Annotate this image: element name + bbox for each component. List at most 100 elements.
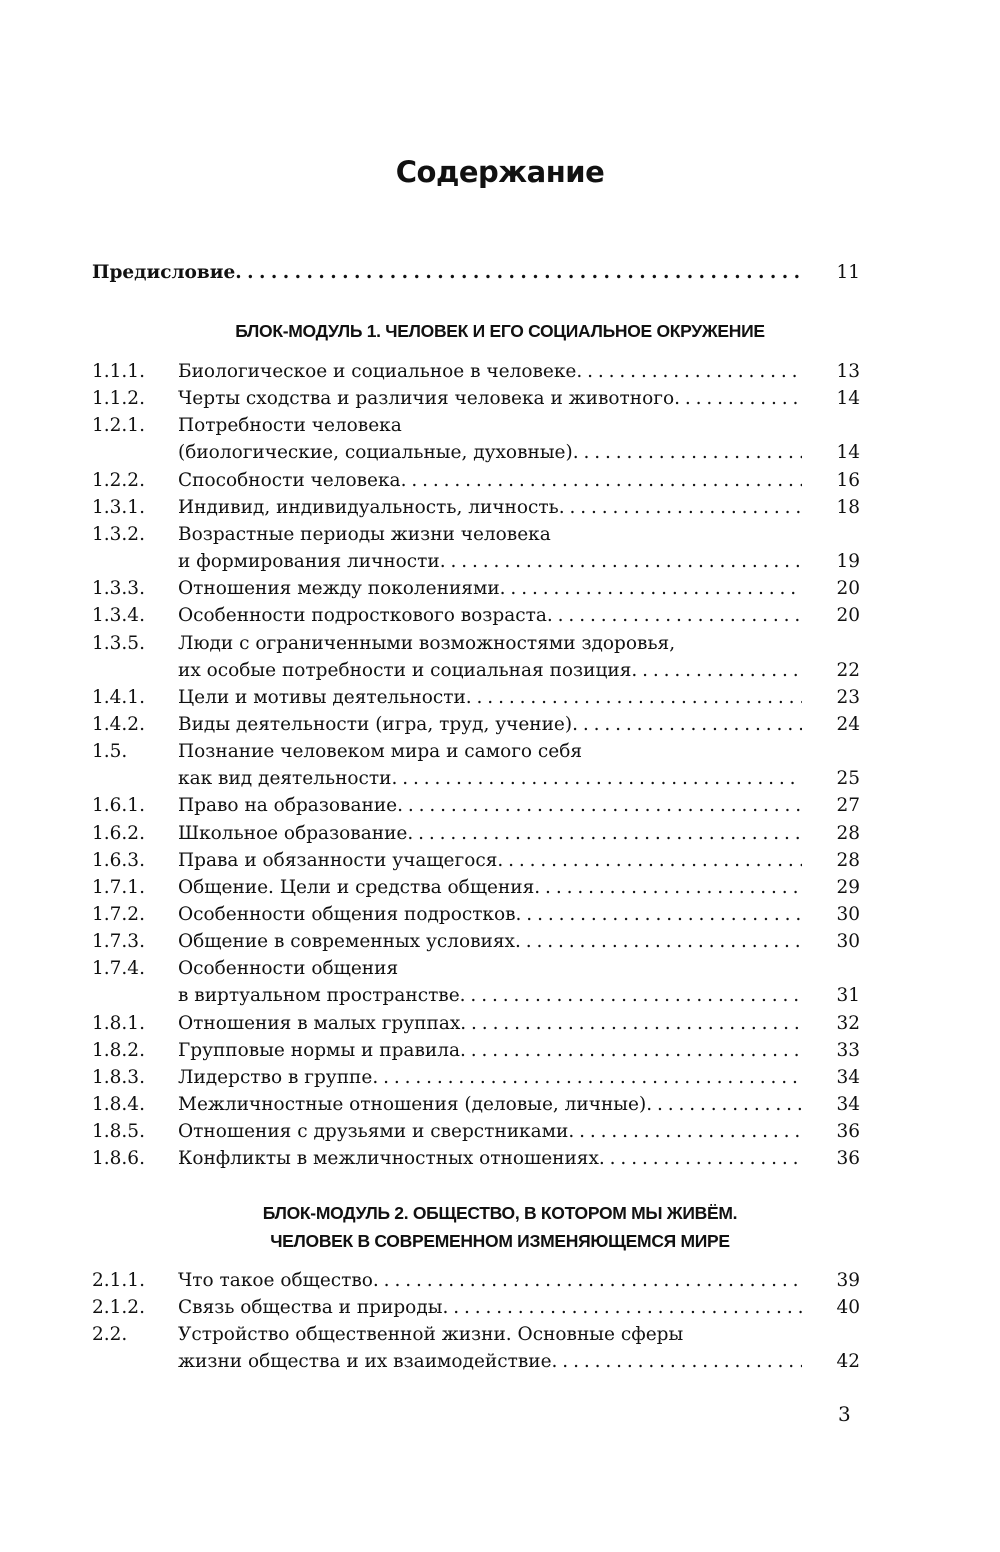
toc-entry[interactable]: 1.4.2. Виды деятельности (игра, труд, уче… (92, 711, 860, 738)
entry-page: 22 (836, 659, 860, 681)
page-title: Содержание (395, 155, 605, 189)
toc-entry[interactable]: (биологические, социальные, духовные) 14 (92, 439, 860, 466)
toc-entry[interactable]: 1.4.1. Цели и мотивы деятельности 23 (92, 684, 860, 711)
dot-leader (559, 494, 802, 521)
toc-entry[interactable]: и формирования личности 19 (92, 548, 860, 575)
toc-entry[interactable]: 1.6.3. Права и обязанности учащегося 28 (92, 847, 860, 874)
entry-title: Черты сходства и различия человека и жив… (178, 388, 675, 410)
toc-entry[interactable]: 1.3.3. Отношения между поколениями 20 (92, 575, 860, 602)
toc-entry[interactable]: 2.1.2. Связь общества и природы 40 (92, 1294, 860, 1321)
toc-entry[interactable]: 1.5. Познание человеком мира и самого себ… (92, 738, 860, 765)
entry-page: 19 (836, 551, 860, 573)
entry-page: 16 (836, 469, 860, 491)
toc-entry[interactable]: 2.1.1. Что такое общество 39 (92, 1267, 860, 1294)
entry-number: 1.3.4. (92, 605, 145, 627)
entry-title: Люди с ограниченными возможностями здоро… (178, 632, 676, 654)
dot-leader (440, 548, 802, 575)
block-heading-line: БЛОК-МОДУЛЬ 1. ЧЕЛОВЕК И ЕГО СОЦИАЛЬНОЕ … (235, 321, 765, 341)
entry-page: 34 (836, 1094, 860, 1116)
entry-number (92, 657, 178, 684)
dot-leader (534, 874, 802, 901)
dot-leader (573, 439, 802, 466)
block-heading-line: БЛОК-МОДУЛЬ 2. ОБЩЕСТВО, В КОТОРОМ МЫ ЖИ… (262, 1203, 738, 1223)
entry-number: 1.8.3. (92, 1066, 145, 1088)
toc-entry[interactable]: 1.2.2. Способности человека 16 (92, 467, 860, 494)
entry-number: 1.7.1. (92, 876, 145, 898)
entry-number: 1.8.5. (92, 1121, 145, 1143)
entry-title: Лидерство в группе (178, 1066, 373, 1088)
toc-entry[interactable]: 1.1.2. Черты сходства и различия человека… (92, 385, 860, 412)
toc-entry[interactable]: 1.8.4. Межличностные отношения (деловые, … (92, 1091, 860, 1118)
toc-entry[interactable]: в виртуальном пространстве 31 (92, 982, 860, 1009)
entry-page: 18 (836, 496, 860, 518)
entry-page: 34 (836, 1066, 860, 1088)
toc-entry[interactable]: 1.3.2. Возрастные периоды жизни человека (92, 521, 860, 548)
entry-page: 36 (836, 1121, 860, 1143)
entry-title: Общение. Цели и средства общения (178, 876, 535, 898)
entry-page (830, 1321, 860, 1348)
entry-page: 32 (836, 1012, 860, 1034)
dot-leader (576, 358, 802, 385)
toc-entry[interactable]: 1.8.6. Конфликты в межличностных отношени… (92, 1145, 860, 1172)
toc-entry[interactable]: 1.2.1. Потребности человека (92, 412, 860, 439)
entry-page: 20 (836, 578, 860, 600)
entry-page: 31 (836, 985, 860, 1007)
entry-number: 1.8.1. (92, 1012, 145, 1034)
toc-entry[interactable]: 1.8.5. Отношения с друзьями и сверстникам… (92, 1118, 860, 1145)
entry-title: жизни общества и их взаимодействие (178, 1351, 552, 1373)
toc-entry[interactable]: их особые потребности и социальная позиц… (92, 657, 860, 684)
entry-page: 33 (836, 1039, 860, 1061)
entry-title: в виртуальном пространстве (178, 985, 460, 1007)
entry-title: Потребности человека (178, 415, 402, 437)
toc-entry[interactable]: 1.6.2. Школьное образование 28 (92, 820, 860, 847)
entry-title: Право на образование (178, 795, 398, 817)
entry-title: Что такое общество (178, 1270, 373, 1291)
entry-title: Межличностные отношения (деловые, личные… (178, 1094, 647, 1116)
toc-entry[interactable]: 2.2. Устройство общественной жизни. Основ… (92, 1321, 860, 1348)
toc-entry[interactable]: 1.6.1. Право на образование 27 (92, 792, 860, 819)
entry-title: Виды деятельности (игра, труд, учение) (178, 713, 573, 735)
toc-entry[interactable]: 1.1.1. Биологическое и социальное в челов… (92, 358, 860, 385)
entry-number: 1.1.1. (92, 361, 145, 382)
toc-entry[interactable]: 1.7.3. Общение в современных условиях 30 (92, 928, 860, 955)
entry-page (830, 412, 860, 439)
entry-number: 1.2.2. (92, 469, 145, 491)
entry-title: Устройство общественной жизни. Основные … (178, 1324, 684, 1346)
toc-entry[interactable]: 1.8.1. Отношения в малых группах 32 (92, 1010, 860, 1037)
entry-number (92, 439, 178, 466)
toc-entry[interactable]: 1.3.1. Индивид, индивидуальность, личност… (92, 494, 860, 521)
entry-page (830, 738, 860, 765)
toc-entry[interactable]: 1.3.5. Люди с ограниченными возможностями… (92, 630, 860, 657)
toc-entry[interactable]: 1.7.4. Особенности общения (92, 955, 860, 982)
entry-number: 1.6.1. (92, 795, 145, 817)
toc-entry[interactable]: 1.8.2. Групповые нормы и правила 33 (92, 1037, 860, 1064)
entry-title: Отношения между поколениями (178, 578, 500, 600)
entry-page: 30 (836, 904, 860, 925)
toc-entry[interactable]: 1.8.3. Лидерство в группе 34 (92, 1064, 860, 1091)
dot-leader (460, 1037, 802, 1064)
entry-page: 39 (836, 1270, 860, 1291)
entry-number: 1.4.1. (92, 686, 145, 708)
block-heading: БЛОК-МОДУЛЬ 1. ЧЕЛОВЕК И ЕГО СОЦИАЛЬНОЕ … (0, 317, 1000, 345)
page-number: 3 (838, 1402, 851, 1426)
toc-entry[interactable]: 1.7.2. Особенности общения подростков 30 (92, 901, 860, 928)
dot-leader (631, 657, 802, 684)
toc-entry[interactable]: 1.7.1. Общение. Цели и средства общения 29 (92, 874, 860, 901)
entry-page: 14 (836, 442, 860, 464)
entry-number (92, 765, 178, 792)
entry-number: 1.8.6. (92, 1148, 145, 1170)
toc-entry[interactable]: жизни общества и их взаимодействие 42 (92, 1348, 860, 1375)
entry-page: 23 (836, 686, 860, 708)
toc-entry[interactable]: 1.3.4. Особенности подросткового возраста… (92, 602, 860, 629)
toc-entry[interactable]: как вид деятельности 25 (92, 765, 860, 792)
entry-number: 1.6.2. (92, 822, 145, 844)
entry-number: 1.8.2. (92, 1039, 145, 1061)
toc-entry-preface[interactable]: Предисловие 11 (92, 259, 860, 286)
entry-number: 1.7.2. (92, 904, 145, 925)
entry-page: 20 (836, 605, 860, 627)
dot-leader (391, 765, 802, 792)
entry-title: их особые потребности и социальная позиц… (178, 659, 632, 681)
dot-leader (599, 1145, 802, 1172)
entry-title: Познание человеком мира и самого себя (178, 741, 583, 763)
entry-title: Особенности общения (178, 958, 399, 980)
